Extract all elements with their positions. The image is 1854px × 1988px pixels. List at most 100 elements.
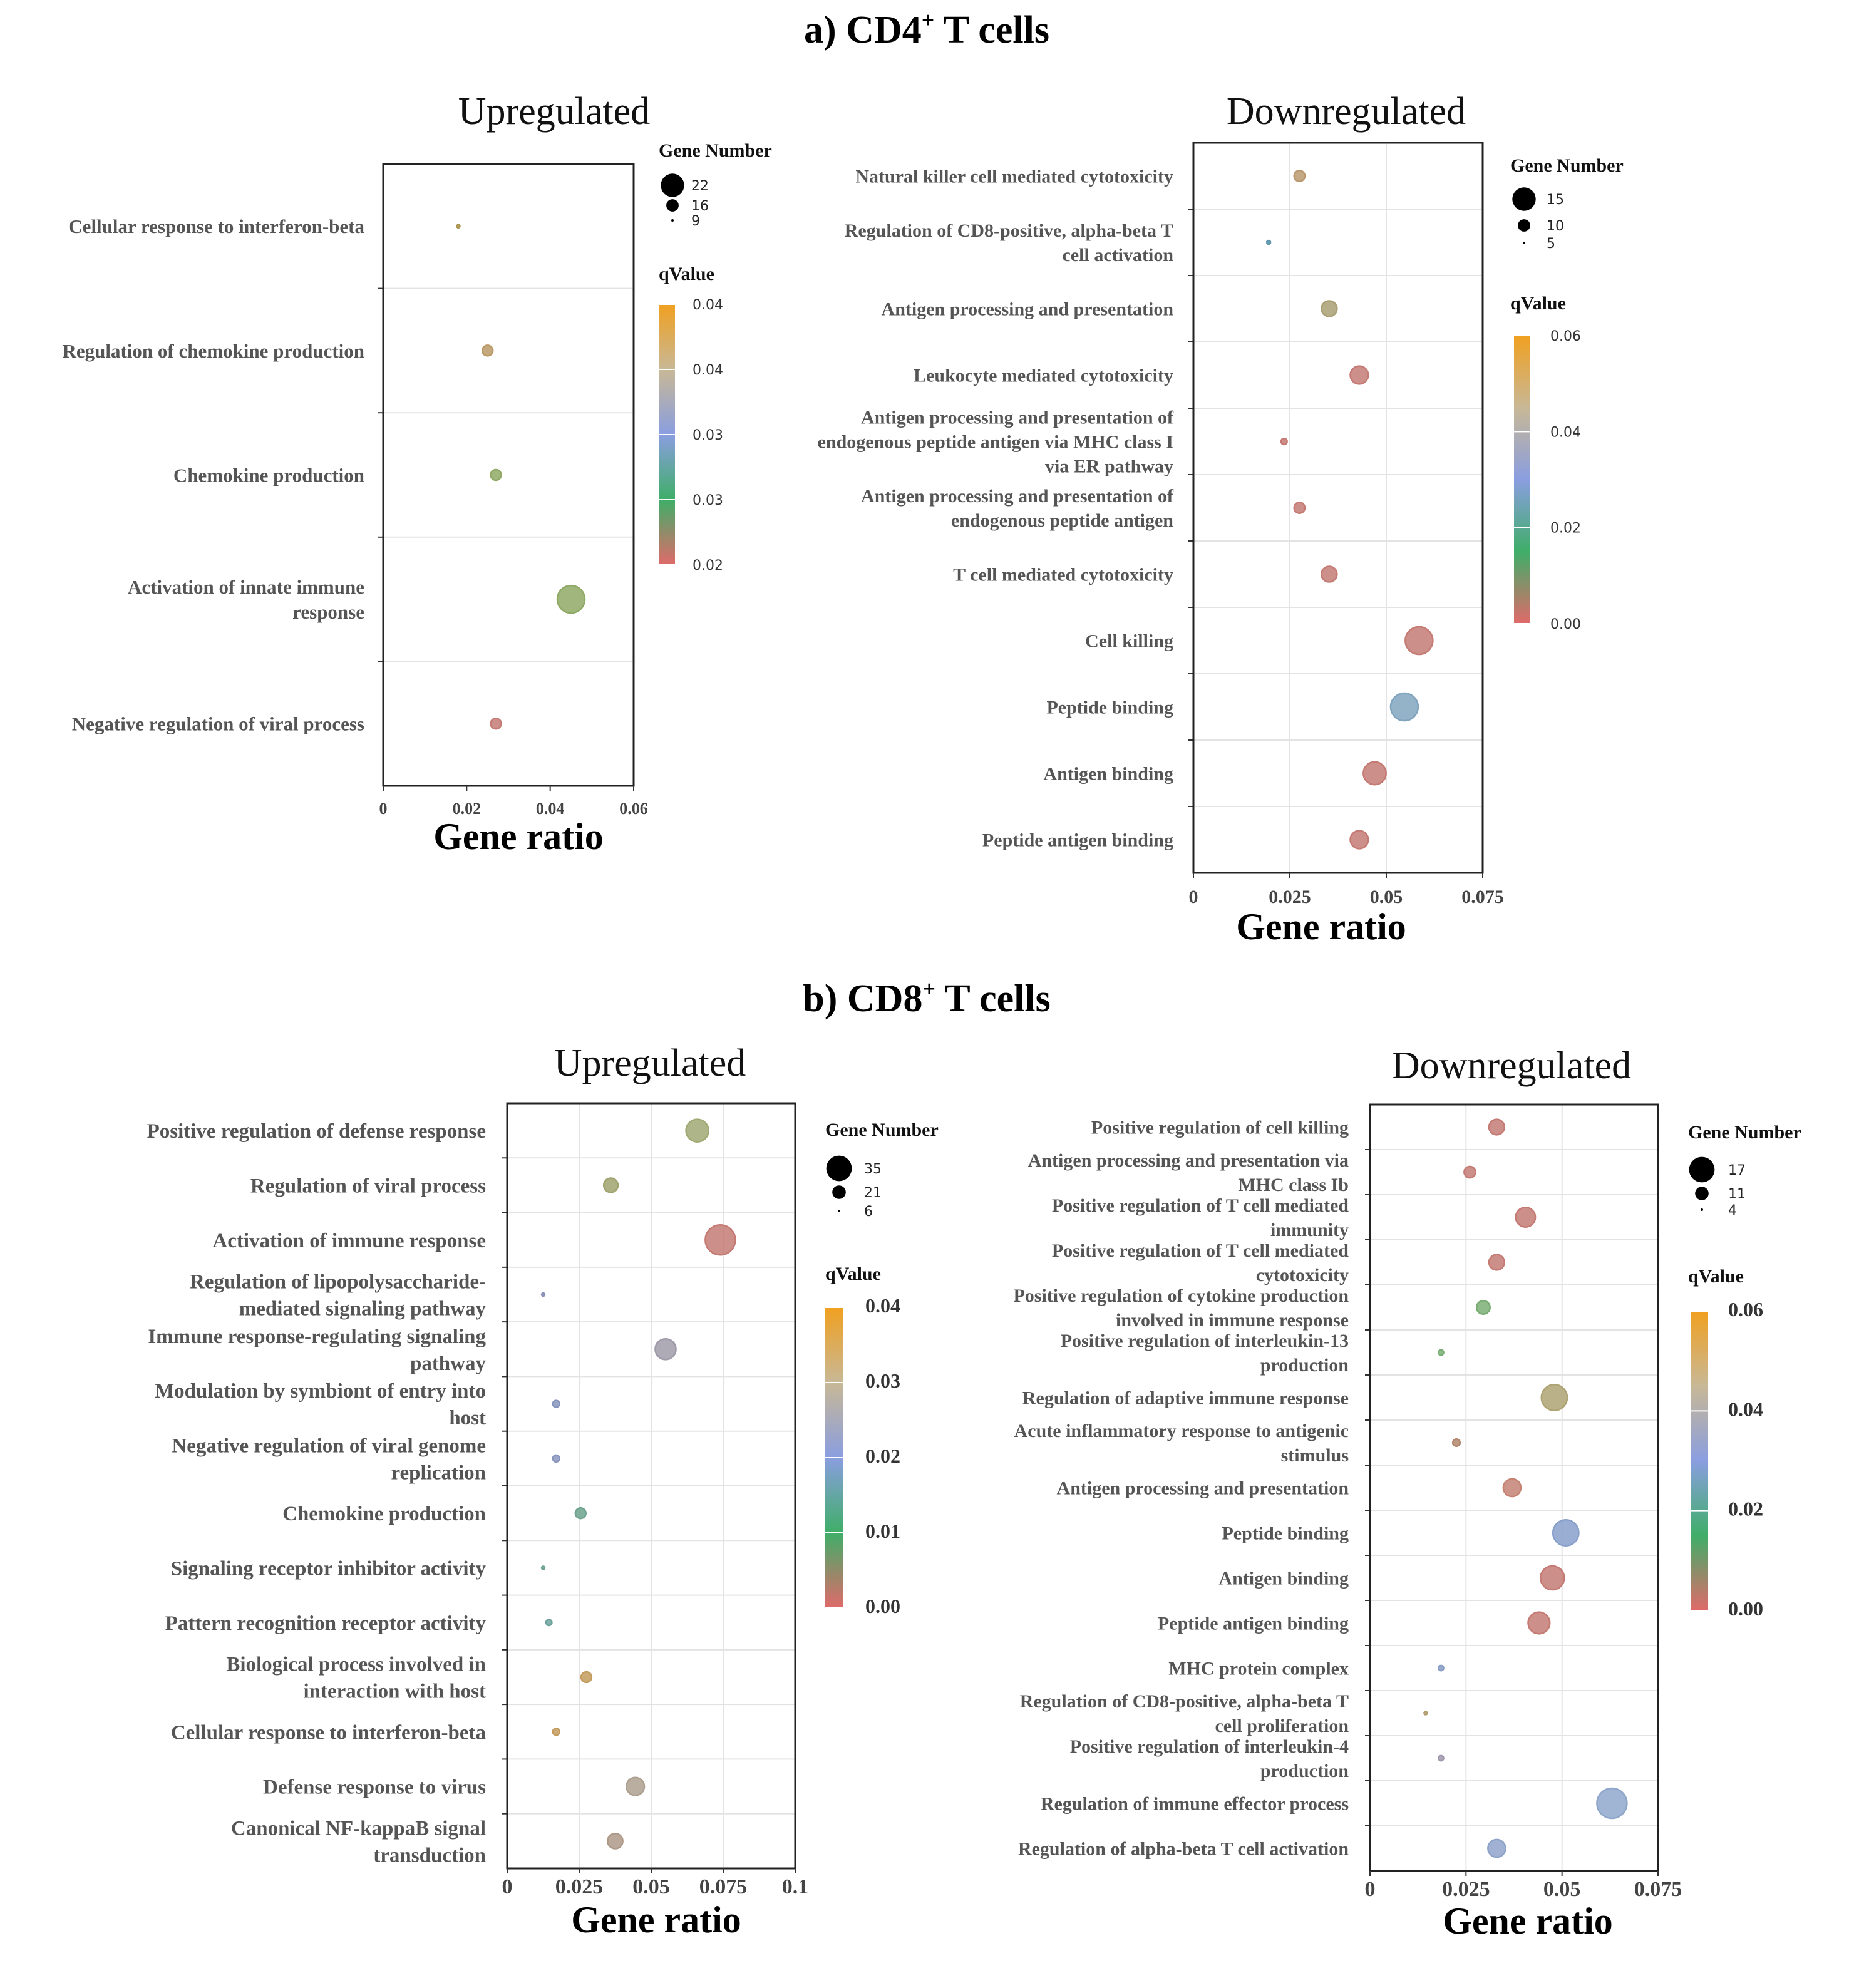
y-tick-label: Antigen processing and presentation <box>882 299 1174 320</box>
x-axis-label: Gene ratio <box>1443 1900 1613 1942</box>
colorbar-tick-label: 0.00 <box>1550 617 1581 632</box>
y-tick-label: T cell mediated cytotoxicity <box>953 565 1173 585</box>
size-legend-title: Gene Number <box>659 140 772 161</box>
plot-frame <box>1369 1103 1659 1872</box>
data-point <box>1321 565 1338 583</box>
y-tick-label: Modulation by symbiont of entry into host <box>155 1380 486 1429</box>
size-legend-title: Gene Number <box>825 1120 939 1140</box>
x-tick-label: 0.075 <box>699 1875 748 1898</box>
y-tick-label: Positive regulation of cell killing <box>1091 1118 1349 1138</box>
y-tick-label: Positive regulation of defense response <box>147 1120 486 1143</box>
y-tick-label: MHC protein complex <box>1168 1659 1349 1679</box>
chart-cd4-upregulated: Upregulated Cellular response to interfer… <box>62 90 771 857</box>
data-point <box>540 1292 546 1297</box>
colorbar-tick-label: 0.03 <box>693 493 723 508</box>
x-tick-label: 0.075 <box>1634 1878 1682 1901</box>
color-legend-title: qValue <box>659 264 714 284</box>
x-tick-label: 0 <box>1365 1878 1376 1901</box>
data-point <box>552 1728 560 1736</box>
colorbar-tick-label: 0.00 <box>1728 1597 1763 1620</box>
size-legend-dot <box>826 1155 852 1182</box>
size-legend-dot <box>838 1210 840 1212</box>
data-point <box>481 344 494 357</box>
y-tick-label: Positive regulation of T cell mediated cy… <box>1052 1240 1349 1285</box>
y-tick-label: Positive regulation of cytokine producti… <box>1013 1285 1349 1331</box>
colorbar <box>1514 336 1530 624</box>
y-tick-label: Pattern recognition receptor activity <box>165 1612 487 1635</box>
x-axis-label: Gene ratio <box>571 1899 741 1940</box>
colorbar-tick-label: 0.06 <box>1550 329 1581 344</box>
colorbar-tick-label: 0.04 <box>865 1294 900 1317</box>
colorbar-tick-label: 0.02 <box>693 558 723 574</box>
x-tick-label: 0.04 <box>536 800 565 818</box>
size-legend-dot <box>666 199 679 212</box>
x-tick-label: 0.05 <box>1543 1878 1581 1901</box>
size-legend-label: 5 <box>1547 236 1555 252</box>
data-point <box>1349 830 1369 850</box>
size-legend-label: 9 <box>691 214 700 229</box>
y-tick-label: Antigen binding <box>1218 1568 1349 1589</box>
color-legend-title: qValue <box>1510 293 1566 314</box>
data-point <box>580 1671 593 1684</box>
data-point <box>1552 1519 1580 1547</box>
plot-area <box>1193 143 1483 873</box>
chart-title: Downregulated <box>1227 90 1466 133</box>
data-point <box>490 468 502 482</box>
colorbar-tick-label: 0.04 <box>1728 1398 1763 1420</box>
y-tick-label: Natural killer cell mediated cytotoxicit… <box>855 167 1173 187</box>
y-tick-label: Negative regulation of viral process <box>72 713 364 735</box>
data-point <box>1487 1838 1506 1858</box>
data-point <box>1488 1118 1506 1136</box>
section-a-heading: a) CD4+ T cells <box>804 8 1049 51</box>
size-legend-label: 16 <box>691 198 709 214</box>
y-tick-label: Chemokine production <box>173 464 364 486</box>
y-tick-label: Regulation of viral process <box>250 1175 486 1197</box>
chart-title: Upregulated <box>554 1042 746 1084</box>
data-point <box>545 1619 553 1627</box>
colorbar <box>1691 1311 1708 1610</box>
colorbar-tick-label: 0.02 <box>865 1445 900 1467</box>
y-tick-label: Antigen processing and presentation of en… <box>861 486 1174 531</box>
size-legend-title: Gene Number <box>1688 1122 1801 1143</box>
data-point <box>607 1832 624 1850</box>
data-point <box>1349 365 1369 385</box>
x-axis-label: Gene ratio <box>1236 906 1406 947</box>
size-legend-label: 22 <box>691 178 709 194</box>
y-tick-label: Cellular response to interferon-beta <box>68 215 364 237</box>
y-tick-label: Chemokine production <box>282 1503 486 1525</box>
size-legend-dot <box>832 1185 846 1199</box>
data-point <box>1438 1664 1445 1672</box>
data-point <box>1451 1438 1461 1448</box>
x-tick-label: 0.025 <box>1442 1878 1490 1901</box>
size-legend-label: 11 <box>1728 1187 1746 1202</box>
x-tick-label: 0.1 <box>782 1875 809 1898</box>
y-tick-label: Cellular response to interferon-beta <box>171 1721 486 1744</box>
data-point <box>540 1565 546 1570</box>
section-b-heading: b) CD8+ T cells <box>803 976 1050 1020</box>
x-tick-label: 0.06 <box>619 800 648 818</box>
data-point <box>1540 1384 1568 1411</box>
size-legend-dot <box>1523 242 1525 244</box>
data-point <box>654 1337 677 1361</box>
colorbar-tick-label: 0.04 <box>693 363 723 378</box>
data-point <box>574 1506 587 1520</box>
colorbar-tick-label: 0.03 <box>865 1369 900 1392</box>
data-point <box>1475 1299 1491 1316</box>
y-tick-label: Canonical NF-kappaB signal transduction <box>231 1817 486 1867</box>
x-tick-label: 0 <box>502 1875 513 1898</box>
data-point <box>456 224 461 229</box>
data-point <box>704 1223 736 1256</box>
x-tick-label: 0.025 <box>555 1875 604 1898</box>
data-point <box>1389 692 1419 722</box>
y-tick-label: Peptide binding <box>1046 698 1173 718</box>
data-point <box>552 1454 560 1463</box>
data-point <box>1423 1711 1428 1716</box>
colorbar-tick-label: 0.06 <box>1728 1298 1763 1321</box>
data-point <box>1596 1787 1628 1820</box>
size-legend-dot <box>1701 1208 1703 1211</box>
colorbar-tick-label: 0.02 <box>1728 1498 1763 1520</box>
colorbar-tick-label: 0.03 <box>693 428 723 443</box>
y-tick-label: Cell killing <box>1085 631 1173 652</box>
data-point <box>626 1776 646 1796</box>
